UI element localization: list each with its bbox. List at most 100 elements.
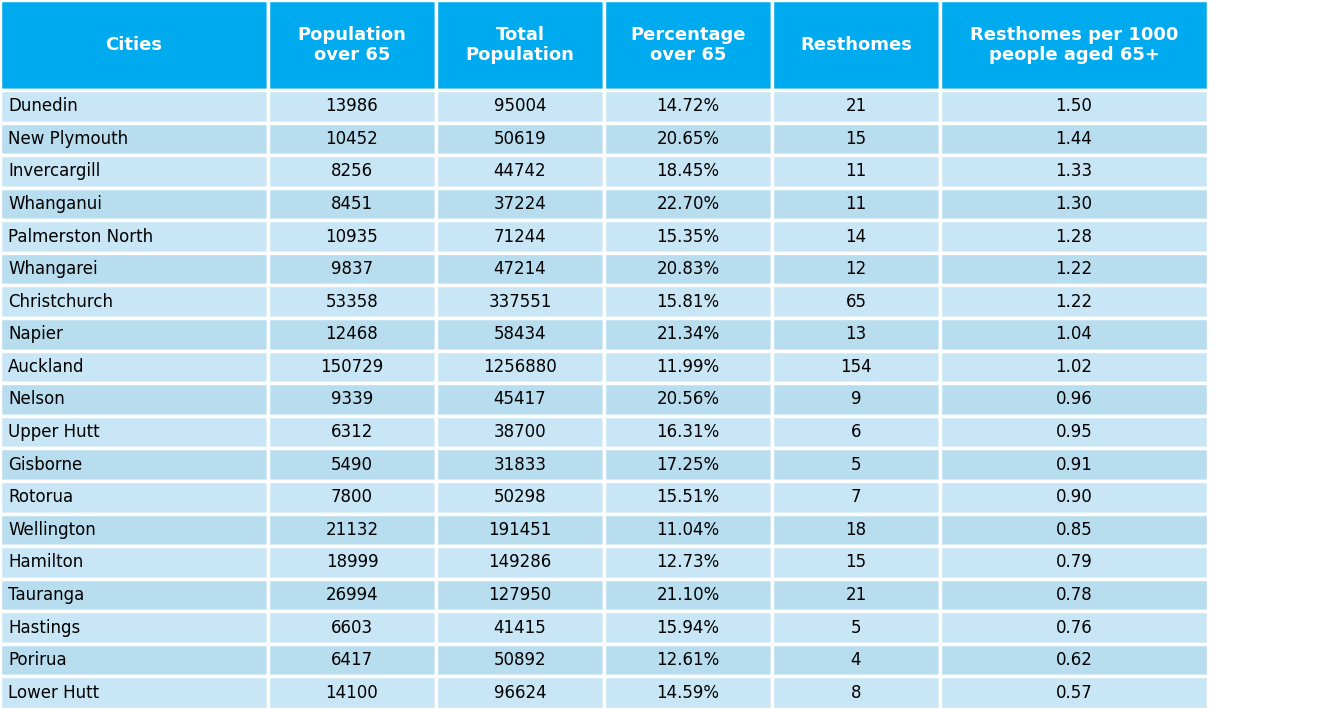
Text: 1.33: 1.33 <box>1055 162 1093 181</box>
Text: Hastings: Hastings <box>8 618 80 637</box>
Bar <box>0 579 268 611</box>
Bar <box>603 123 772 155</box>
Text: 15.35%: 15.35% <box>657 228 720 245</box>
Text: 1.02: 1.02 <box>1055 358 1093 376</box>
Bar <box>436 383 603 415</box>
Bar <box>268 253 436 286</box>
Text: 21132: 21132 <box>326 521 378 539</box>
Bar <box>0 481 268 513</box>
Text: 38700: 38700 <box>493 423 546 441</box>
Bar <box>940 90 1208 123</box>
Text: Rotorua: Rotorua <box>8 489 74 506</box>
Bar <box>268 220 436 253</box>
Text: Porirua: Porirua <box>8 651 67 669</box>
Text: 18: 18 <box>845 521 866 539</box>
Text: 11.04%: 11.04% <box>657 521 720 539</box>
Bar <box>940 220 1208 253</box>
Text: 0.62: 0.62 <box>1055 651 1093 669</box>
Bar <box>0 318 268 351</box>
Text: 50892: 50892 <box>493 651 546 669</box>
Bar <box>940 286 1208 318</box>
Bar <box>603 351 772 383</box>
Text: 154: 154 <box>841 358 872 376</box>
Bar <box>772 155 940 188</box>
Bar <box>772 90 940 123</box>
Text: 5: 5 <box>850 618 861 637</box>
Bar <box>603 513 772 546</box>
Text: 11: 11 <box>845 195 866 213</box>
Text: 0.78: 0.78 <box>1055 586 1093 604</box>
Bar <box>268 415 436 448</box>
Bar <box>268 513 436 546</box>
Bar <box>436 546 603 579</box>
Bar <box>603 0 772 90</box>
Text: 10452: 10452 <box>326 130 378 148</box>
Text: 44742: 44742 <box>493 162 546 181</box>
Text: 37224: 37224 <box>493 195 546 213</box>
Text: 0.95: 0.95 <box>1055 423 1093 441</box>
Text: 0.90: 0.90 <box>1055 489 1093 506</box>
Text: 8256: 8256 <box>331 162 373 181</box>
Bar <box>940 448 1208 481</box>
Bar <box>772 676 940 709</box>
Bar <box>268 546 436 579</box>
Text: 9837: 9837 <box>331 260 373 278</box>
Bar <box>940 513 1208 546</box>
Bar <box>436 90 603 123</box>
Bar <box>436 318 603 351</box>
Bar <box>940 415 1208 448</box>
Bar <box>772 220 940 253</box>
Bar <box>0 383 268 415</box>
Bar <box>268 676 436 709</box>
Text: 1.04: 1.04 <box>1055 325 1093 343</box>
Bar <box>603 90 772 123</box>
Text: 9: 9 <box>850 391 861 408</box>
Bar <box>940 155 1208 188</box>
Bar <box>603 415 772 448</box>
Bar <box>0 546 268 579</box>
Text: 6: 6 <box>850 423 861 441</box>
Bar <box>772 611 940 644</box>
Bar <box>940 644 1208 676</box>
Bar <box>940 611 1208 644</box>
Text: 15.94%: 15.94% <box>657 618 720 637</box>
Text: Tauranga: Tauranga <box>8 586 84 604</box>
Bar <box>772 415 940 448</box>
Bar <box>0 90 268 123</box>
Text: Christchurch: Christchurch <box>8 293 113 311</box>
Text: 6417: 6417 <box>331 651 373 669</box>
Bar <box>603 448 772 481</box>
Text: 150729: 150729 <box>320 358 384 376</box>
Text: 0.57: 0.57 <box>1055 683 1093 702</box>
Text: Dunedin: Dunedin <box>8 97 78 116</box>
Text: 53358: 53358 <box>326 293 378 311</box>
Text: 26994: 26994 <box>326 586 378 604</box>
Text: 15.81%: 15.81% <box>657 293 720 311</box>
Bar <box>940 123 1208 155</box>
Bar <box>772 351 940 383</box>
Text: 5: 5 <box>850 456 861 474</box>
Text: Whanganui: Whanganui <box>8 195 102 213</box>
Text: 47214: 47214 <box>493 260 546 278</box>
Bar <box>436 188 603 220</box>
Bar <box>268 155 436 188</box>
Bar <box>940 481 1208 513</box>
Text: 15.51%: 15.51% <box>657 489 720 506</box>
Text: 1.44: 1.44 <box>1055 130 1093 148</box>
Bar <box>436 253 603 286</box>
Bar <box>0 286 268 318</box>
Bar <box>603 644 772 676</box>
Bar <box>603 383 772 415</box>
Bar <box>772 188 940 220</box>
Bar <box>268 611 436 644</box>
Bar <box>603 318 772 351</box>
Text: 7: 7 <box>850 489 861 506</box>
Text: 12468: 12468 <box>326 325 378 343</box>
Bar <box>940 351 1208 383</box>
Bar <box>772 253 940 286</box>
Text: 13: 13 <box>845 325 866 343</box>
Text: 18999: 18999 <box>326 554 378 571</box>
Bar <box>436 220 603 253</box>
Text: 41415: 41415 <box>493 618 546 637</box>
Text: 14100: 14100 <box>326 683 378 702</box>
